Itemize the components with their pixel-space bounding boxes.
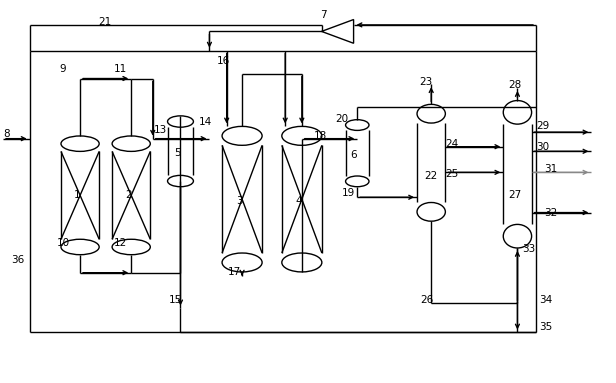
Text: 31: 31 xyxy=(544,164,557,174)
Text: 30: 30 xyxy=(536,142,549,152)
Text: 25: 25 xyxy=(445,169,459,179)
Text: 28: 28 xyxy=(508,80,522,90)
Text: 18: 18 xyxy=(314,131,328,141)
Text: 35: 35 xyxy=(539,322,553,332)
Text: 20: 20 xyxy=(336,114,349,124)
Text: 15: 15 xyxy=(169,295,182,304)
Text: 9: 9 xyxy=(59,64,66,74)
Text: 27: 27 xyxy=(508,190,522,200)
Text: 14: 14 xyxy=(198,117,212,127)
Text: 19: 19 xyxy=(342,188,355,198)
Text: 36: 36 xyxy=(11,255,25,265)
Text: 3: 3 xyxy=(236,196,243,206)
Text: 21: 21 xyxy=(99,17,112,27)
Text: 24: 24 xyxy=(445,139,459,149)
Text: 6: 6 xyxy=(350,150,357,160)
Text: 5: 5 xyxy=(174,148,180,158)
Text: 16: 16 xyxy=(217,56,230,66)
Text: 8: 8 xyxy=(4,129,10,139)
Text: 12: 12 xyxy=(114,238,128,248)
Text: 2: 2 xyxy=(126,190,132,200)
Text: 1: 1 xyxy=(74,190,81,200)
Text: 22: 22 xyxy=(424,171,437,181)
Text: 17: 17 xyxy=(228,267,241,277)
Text: 4: 4 xyxy=(296,196,302,206)
Text: 29: 29 xyxy=(536,121,549,131)
Text: 7: 7 xyxy=(320,10,327,20)
Text: 23: 23 xyxy=(419,77,432,87)
Text: 11: 11 xyxy=(114,64,128,74)
Text: 32: 32 xyxy=(544,208,557,218)
Text: 13: 13 xyxy=(154,125,168,135)
Text: 26: 26 xyxy=(420,295,434,304)
Text: 10: 10 xyxy=(57,238,70,248)
Text: 34: 34 xyxy=(539,295,553,304)
Text: 33: 33 xyxy=(522,244,535,254)
